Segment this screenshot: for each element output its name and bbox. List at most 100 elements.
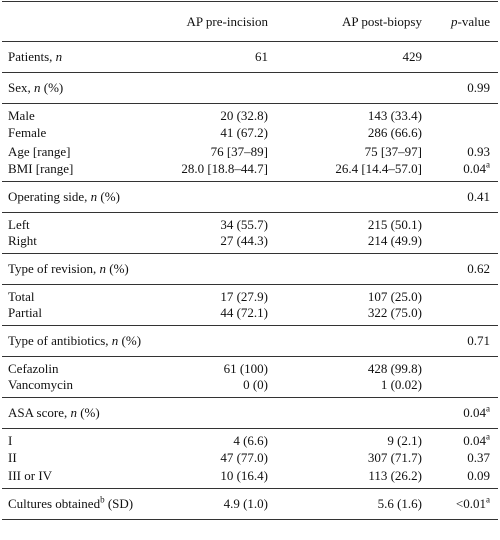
text-segment: Type of revision, xyxy=(8,261,100,276)
table-cell: 44 (72.1) xyxy=(220,305,268,320)
row-group: Cefazolin 61 (100) 428 (99.8) Vancomycin 0 (… xyxy=(2,356,498,398)
table-cell: 322 (75.0) xyxy=(367,305,422,320)
text-segment: 0.04 xyxy=(463,433,486,448)
row-group: Cultures obtainedb (SD) 4.9 (1.0) 5.6 (1.6… xyxy=(2,488,498,519)
table-cell: 4.9 (1.0) xyxy=(223,495,268,511)
table-cell xyxy=(422,104,498,125)
text-segment: Sex, xyxy=(8,80,34,95)
table-row: Patients, n 61 429 xyxy=(2,42,498,73)
table-cell: 0.04a xyxy=(422,159,498,182)
table-cell xyxy=(422,213,498,234)
table-cell xyxy=(170,182,268,213)
text-segment: p xyxy=(451,13,458,29)
table-row: Type of revision, n (%) 0.62 xyxy=(2,254,498,285)
table-cell: 27 (44.3) xyxy=(220,233,268,248)
row-label: Cultures obtainedb (SD) xyxy=(2,488,170,519)
table-cell xyxy=(268,254,422,285)
text-segment: (%) xyxy=(106,261,129,276)
row-group: Left 34 (55.7) 215 (50.1) Right 27 (44.3) 214… xyxy=(2,212,498,254)
text-segment: a xyxy=(486,403,490,414)
table-cell: 4 (6.6) xyxy=(233,433,268,448)
table-cell: 76 [37–89] xyxy=(210,143,268,159)
text-segment: n xyxy=(99,261,107,276)
table-cell: 214 (49.9) xyxy=(367,233,422,248)
table-cell xyxy=(422,305,498,326)
row-group: Total 17 (27.9) 107 (25.0) Partial 44 (72.1)… xyxy=(2,284,498,326)
text-segment: b xyxy=(100,494,105,505)
table-cell: 41 (67.2) xyxy=(220,125,268,141)
table-row: Operating side, n (%) 0.41 xyxy=(2,182,498,213)
table-row: Sex, n (%) 0.99 xyxy=(2,73,498,104)
table-cell xyxy=(422,124,498,143)
table-cell xyxy=(422,42,498,73)
text-segment: n xyxy=(111,333,119,348)
text-segment: (%) xyxy=(97,189,120,204)
table-cell: 61 xyxy=(255,49,268,64)
row-label: Patients, n xyxy=(2,42,170,73)
table-cell: <0.01a xyxy=(422,488,498,519)
table-cell: 17 (27.9) xyxy=(220,289,268,304)
row-label: I xyxy=(8,433,13,448)
table-cell xyxy=(170,254,268,285)
text-segment: <0.01 xyxy=(455,495,486,511)
table-cell: 28.0 [18.8–44.7] xyxy=(181,161,268,176)
row-label: Age [range] xyxy=(8,143,71,159)
table-row: Cefazolin 61 (100) 428 (99.8) xyxy=(2,357,498,378)
row-label: Sex, n (%) xyxy=(2,73,170,104)
table-cell: 0.09 xyxy=(467,467,490,483)
text-segment: n xyxy=(34,80,41,95)
row-label: ASA score, n (%) xyxy=(2,398,170,429)
row-label: Type of antibiotics, n (%) xyxy=(2,326,170,357)
table-row: Partial 44 (72.1) 322 (75.0) xyxy=(2,305,498,326)
text-segment: Cultures obtained xyxy=(8,495,101,511)
table-row: BMI [range] 28.0 [18.8–44.7] 26.4 [14.4–57… xyxy=(2,159,498,182)
row-label: BMI [range] xyxy=(8,161,74,176)
text-segment: Operating side, xyxy=(8,189,91,204)
table-row: II 47 (77.0) 307 (71.7) 0.37 xyxy=(2,449,498,468)
text-segment: n xyxy=(90,189,98,204)
row-label: Left xyxy=(8,217,30,232)
table-cell: 0 (0) xyxy=(243,377,268,392)
table-cell: 47 (77.0) xyxy=(220,450,268,466)
table-cell: 5.6 (1.6) xyxy=(377,495,422,511)
table-cell: 26.4 [14.4–57.0] xyxy=(335,161,422,176)
table-cell: 0.93 xyxy=(467,143,490,159)
row-label: Female xyxy=(8,125,47,141)
column-header: AP post-biopsy xyxy=(341,13,422,29)
text-segment: 0.04 xyxy=(463,161,486,176)
table-header: AP pre-incision AP post-biopsy p-value xyxy=(2,1,498,42)
table-cell: 113 (26.2) xyxy=(368,467,422,483)
table-cell: 0.37 xyxy=(467,450,490,466)
table-cell: 215 (50.1) xyxy=(367,217,422,232)
table-row: Cultures obtainedb (SD) 4.9 (1.0) 5.6 (1.6… xyxy=(2,488,498,519)
row-label: Type of revision, n (%) xyxy=(2,254,170,285)
table-cell: 34 (55.7) xyxy=(220,217,268,232)
table-cell xyxy=(268,326,422,357)
row-label: Cefazolin xyxy=(8,361,59,376)
row-group: Sex, n (%) 0.99 xyxy=(2,72,498,104)
table-cell xyxy=(422,285,498,306)
table-row: Vancomycin 0 (0) 1 (0.02) xyxy=(2,377,498,398)
text-segment: a xyxy=(486,494,490,505)
table-cell: 10 (16.4) xyxy=(220,467,268,483)
row-group: Type of antibiotics, n (%) 0.71 xyxy=(2,325,498,357)
data-table: AP pre-incision AP post-biopsy p-value Pat… xyxy=(2,1,498,520)
row-group: Patients, n 61 429 xyxy=(2,41,498,73)
row-group: Operating side, n (%) 0.41 xyxy=(2,181,498,213)
row-label: II xyxy=(8,450,17,466)
header-row: AP pre-incision AP post-biopsy p-value xyxy=(2,1,498,42)
row-label: Male xyxy=(8,108,35,123)
row-label: Partial xyxy=(8,305,42,320)
table-cell: 428 (99.8) xyxy=(367,361,422,376)
row-group: ASA score, n (%) 0.04a xyxy=(2,397,498,429)
table-cell xyxy=(268,182,422,213)
text-segment: a xyxy=(486,159,490,170)
text-segment: a xyxy=(486,431,490,442)
text-segment: n xyxy=(70,405,77,420)
table-row: ASA score, n (%) 0.04a xyxy=(2,398,498,429)
table-cell: 9 (2.1) xyxy=(387,433,422,448)
text-segment: 0.04 xyxy=(463,405,486,420)
table-cell: 0.04a xyxy=(422,429,498,450)
table-row: Age [range] 76 [37–89] 75 [37–97] 0.93 xyxy=(2,143,498,162)
